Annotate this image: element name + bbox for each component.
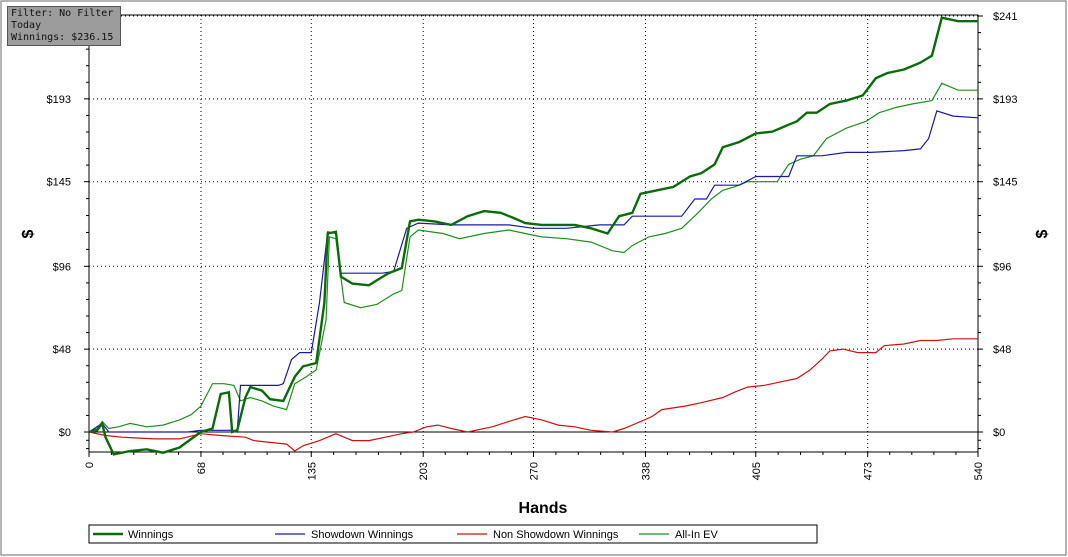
- x-tick-label: 540: [973, 462, 985, 480]
- x-tick-label: 473: [863, 462, 875, 480]
- y-tick-label-left: $0: [59, 427, 71, 439]
- x-axis-label: Hands: [519, 500, 568, 517]
- legend-label-showdown-winnings: Showdown Winnings: [311, 529, 414, 541]
- series-line-winnings: [88, 16, 978, 456]
- x-tick-labels: 0 68 135 203 270 338 405 473 540: [84, 462, 985, 480]
- y-tick-label-left: $193: [47, 94, 71, 106]
- filter-winnings-total: Winnings: $236.15: [11, 32, 114, 43]
- filter-info-box: Filter: No Filter Today Winnings: $236.1…: [7, 6, 121, 46]
- y-tick-label-left: $145: [47, 177, 71, 189]
- y-tick-labels-right: $0 $48 $96 $145 $193 $241: [993, 11, 1017, 439]
- x-tick-label: 0: [84, 462, 96, 468]
- y-tick-label-right: $48: [993, 344, 1011, 356]
- y-tick-label-right: $241: [993, 11, 1017, 23]
- legend-box: [88, 524, 818, 544]
- y-tick-label-right: $193: [993, 94, 1017, 106]
- x-tick-label: 68: [196, 462, 208, 474]
- y-tick-label-left: $96: [53, 261, 71, 273]
- filter-label: Filter: No Filter: [11, 8, 114, 19]
- y-tick-label-right: $145: [993, 177, 1017, 189]
- series-line-allin-ev: [88, 82, 978, 433]
- x-tick-label: 203: [418, 462, 430, 480]
- series-line-non-showdown: [88, 338, 978, 452]
- x-tick-label: 135: [306, 462, 318, 480]
- x-tick-label: 338: [640, 462, 652, 480]
- y-tick-label-right: $0: [993, 427, 1005, 439]
- x-tick-label: 405: [751, 462, 763, 480]
- legend-label-all-in-ev: All-In EV: [675, 529, 718, 541]
- y-axis-label-left: $: [20, 229, 37, 238]
- y-axis-label-right: $: [1034, 229, 1051, 238]
- legend-label-winnings: Winnings: [128, 529, 174, 541]
- x-tick-label: 270: [529, 462, 541, 480]
- series-lines: [88, 16, 979, 456]
- filter-date-range: Today: [11, 20, 42, 31]
- legend-label-non-showdown-winnings: Non Showdown Winnings: [493, 529, 619, 541]
- y-tick-label-right: $96: [993, 261, 1011, 273]
- y-tick-label-left: $48: [53, 344, 71, 356]
- legend: Winnings Showdown Winnings Non Showdown …: [88, 524, 818, 544]
- grid-lines: [84, 15, 983, 457]
